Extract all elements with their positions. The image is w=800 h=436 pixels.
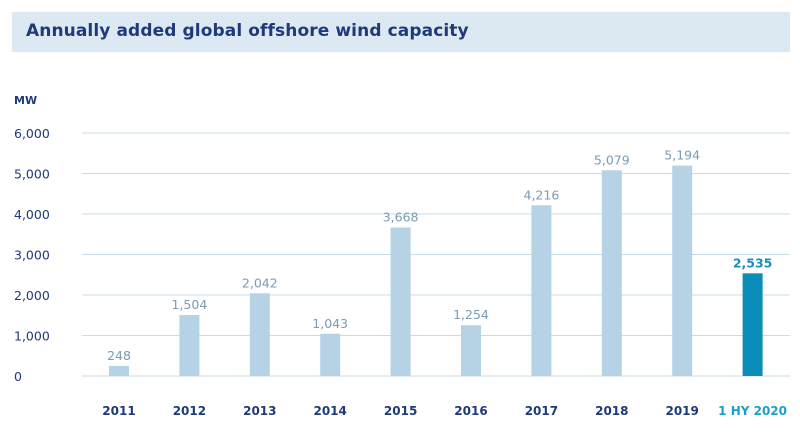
data-label: 1,254 [453, 307, 489, 322]
bar-2012 [179, 315, 200, 376]
bar-2018 [601, 170, 622, 376]
x-tick-label: 2019 [665, 404, 698, 418]
bar-1-hy-2020 [742, 273, 763, 376]
bars [109, 165, 763, 376]
gridlines [82, 132, 790, 377]
data-labels: 248 1,504 2,042 1,043 3,668 1,254 4,216 5,079 5,… [107, 148, 772, 363]
data-label: 1,504 [172, 297, 208, 312]
data-label: 5,194 [664, 148, 700, 163]
y-tick-label: 4,000 [14, 207, 50, 222]
data-label: 5,079 [594, 152, 630, 167]
bar-2019 [672, 165, 693, 376]
y-tick-label: 3,000 [14, 248, 50, 263]
x-tick-label: 2012 [173, 404, 206, 418]
x-tick-label: 2017 [525, 404, 558, 418]
data-label: 1,043 [312, 316, 348, 331]
x-tick-label: 2013 [243, 404, 276, 418]
data-label: 248 [107, 348, 131, 363]
y-axis-unit-label: MW [14, 94, 37, 107]
x-axis-labels: 2011 2012 2013 2014 2015 2016 2017 2018 2019 1 HY… [102, 404, 787, 418]
x-tick-label: 2015 [384, 404, 417, 418]
data-label: 2,535 [733, 255, 773, 270]
bar-2015 [390, 227, 411, 376]
bar-2014 [320, 333, 341, 376]
y-tick-label: 1,000 [14, 329, 50, 344]
y-tick-label: 0 [14, 369, 22, 384]
data-label: 2,042 [242, 275, 278, 290]
chart-title: Annually added global offshore wind capa… [26, 21, 469, 41]
y-axis-ticks: 0 1,000 2,000 3,000 4,000 5,000 6,000 [14, 126, 50, 384]
bar-2013 [249, 293, 270, 376]
x-tick-label: 2016 [454, 404, 487, 418]
data-label: 3,668 [383, 209, 419, 224]
x-tick-label: 1 HY 2020 [718, 404, 787, 418]
x-tick-label: 2011 [102, 404, 135, 418]
y-tick-label: 2,000 [14, 288, 50, 303]
y-tick-label: 6,000 [14, 126, 50, 141]
bar-2017 [531, 205, 552, 376]
data-label: 4,216 [524, 187, 560, 202]
x-tick-label: 2014 [313, 404, 346, 418]
bar-2016 [461, 325, 481, 376]
y-tick-label: 5,000 [14, 167, 50, 182]
chart-title-band: Annually added global offshore wind capa… [12, 12, 790, 52]
bar-2011 [109, 365, 129, 376]
x-tick-label: 2018 [595, 404, 628, 418]
